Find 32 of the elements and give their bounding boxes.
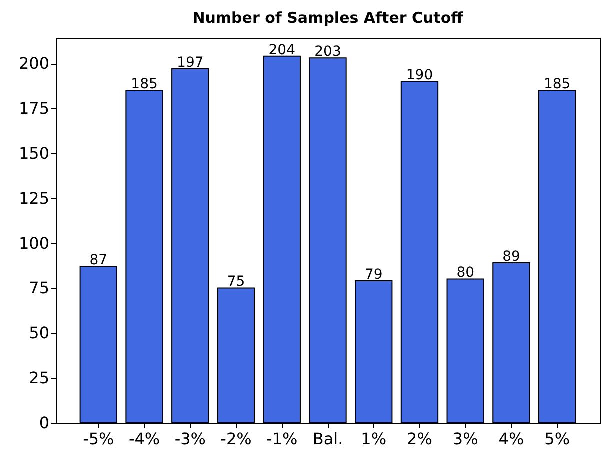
- y-tick-label: 175: [18, 98, 50, 118]
- y-tick-label: 200: [18, 54, 50, 74]
- data-label: 80: [456, 265, 475, 282]
- x-tick-label: -4%: [128, 430, 160, 448]
- y-tick-label: 50: [29, 324, 50, 343]
- x-tick-label: 3%: [452, 430, 478, 448]
- x-tick-label: 1%: [361, 430, 387, 448]
- data-label: 89: [502, 249, 520, 266]
- data-label: 185: [131, 76, 158, 92]
- data-label: 87: [90, 252, 108, 269]
- y-tick-label: 125: [18, 188, 50, 208]
- x-tick-label: Bal.: [312, 430, 344, 448]
- data-label: 203: [314, 44, 342, 60]
- x-tick-label: 5%: [544, 430, 570, 448]
- x-tick-label: -3%: [174, 430, 206, 448]
- data-label: 204: [268, 42, 296, 58]
- data-label: 197: [177, 54, 204, 71]
- y-tick-label: 75: [29, 278, 50, 298]
- data-label: 185: [544, 76, 571, 92]
- y-tick-label: 100: [18, 234, 50, 253]
- y-tick-label: 25: [29, 368, 50, 388]
- x-tick-label: -2%: [220, 430, 252, 448]
- y-tick-label: 0: [39, 414, 50, 432]
- x-tick-label: 2%: [407, 430, 432, 448]
- x-tick-label: -5%: [83, 430, 114, 448]
- data-label: 79: [364, 267, 383, 284]
- x-tick-label: -1%: [266, 430, 298, 448]
- data-label: 190: [406, 67, 434, 84]
- y-tick-label: 150: [18, 144, 50, 163]
- data-label: 75: [227, 274, 246, 290]
- x-tick-label: 4%: [498, 430, 524, 448]
- chart-title: Number of Samples After Cutoff: [192, 9, 464, 27]
